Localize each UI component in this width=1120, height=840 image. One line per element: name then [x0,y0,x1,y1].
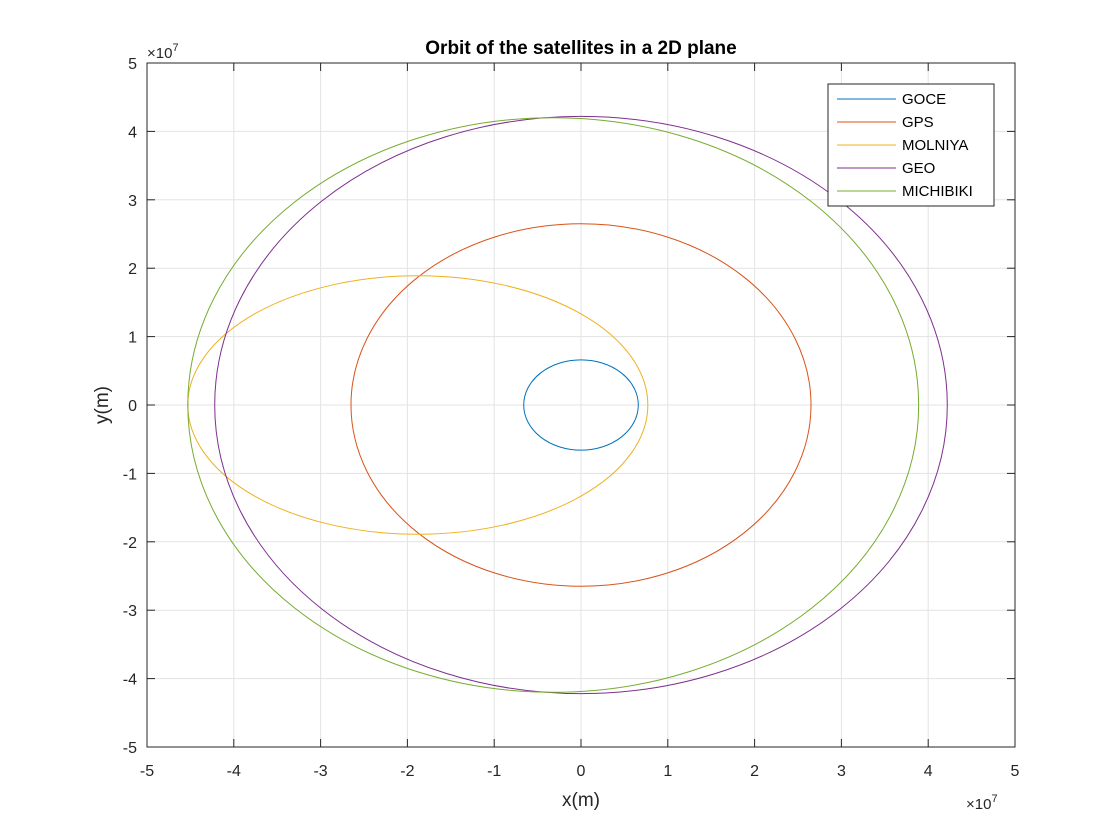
y-tick-label: 4 [128,124,137,141]
y-axis-exponent: ×107 [147,42,179,62]
orbit-goce [523,359,639,451]
svg-text:×107: ×107 [966,793,998,813]
y-tick-label: 3 [128,193,137,210]
x-exponent-base: ×10 [966,796,991,813]
y-tick-label: -3 [123,603,137,620]
x-tick-label: 5 [1011,763,1020,780]
x-axis-label: x(m) [562,790,600,811]
x-tick-label: -1 [487,763,501,780]
legend-label-goce: GOCE [902,91,946,108]
x-axis-exponent: ×107 [966,793,998,813]
x-tick-label: 1 [663,763,672,780]
x-tick-label: -2 [400,763,414,780]
x-tick-label: 3 [837,763,846,780]
y-exponent-base: ×10 [147,45,172,62]
y-tick-label: 0 [128,398,137,415]
x-tick-label: -4 [227,763,241,780]
legend-label-geo: GEO [902,160,935,177]
x-tick-label: -3 [313,763,327,780]
x-tick-label: 0 [577,763,586,780]
orbit-geo [214,115,948,695]
svg-text:×107: ×107 [147,42,179,62]
y-tick-label: 1 [128,330,137,347]
x-tick-label: -5 [140,763,154,780]
y-tick-label: 5 [128,56,137,73]
y-tick-label: 2 [128,261,137,278]
legend-label-gps: GPS [902,114,934,131]
orbit-gps [350,223,812,587]
chart-title: Orbit of the satellites in a 2D plane [425,38,736,59]
legend-label-molniya: MOLNIYA [902,137,968,154]
y-tick-label: -2 [123,535,137,552]
y-tick-label: -1 [123,466,137,483]
y-tick-label: -4 [123,672,137,689]
legend: GOCE GPS MOLNIYA GEO MICHIBIKI [827,83,995,207]
series-layer [187,115,948,695]
legend-label-michibiki: MICHIBIKI [902,183,973,200]
x-exponent-power: 7 [991,793,997,805]
y-exponent-power: 7 [172,42,178,54]
y-axis-label: y(m) [92,386,113,424]
orbit-michibiki [187,117,920,693]
y-tick-label: -5 [123,740,137,757]
x-tick-label: 4 [924,763,933,780]
x-tick-label: 2 [750,763,759,780]
ticks: -5 -4 -3 -2 -1 0 1 2 3 4 5 -5 -4 -3 -2 -1 0 1 2 3 4 5 [123,56,1020,780]
